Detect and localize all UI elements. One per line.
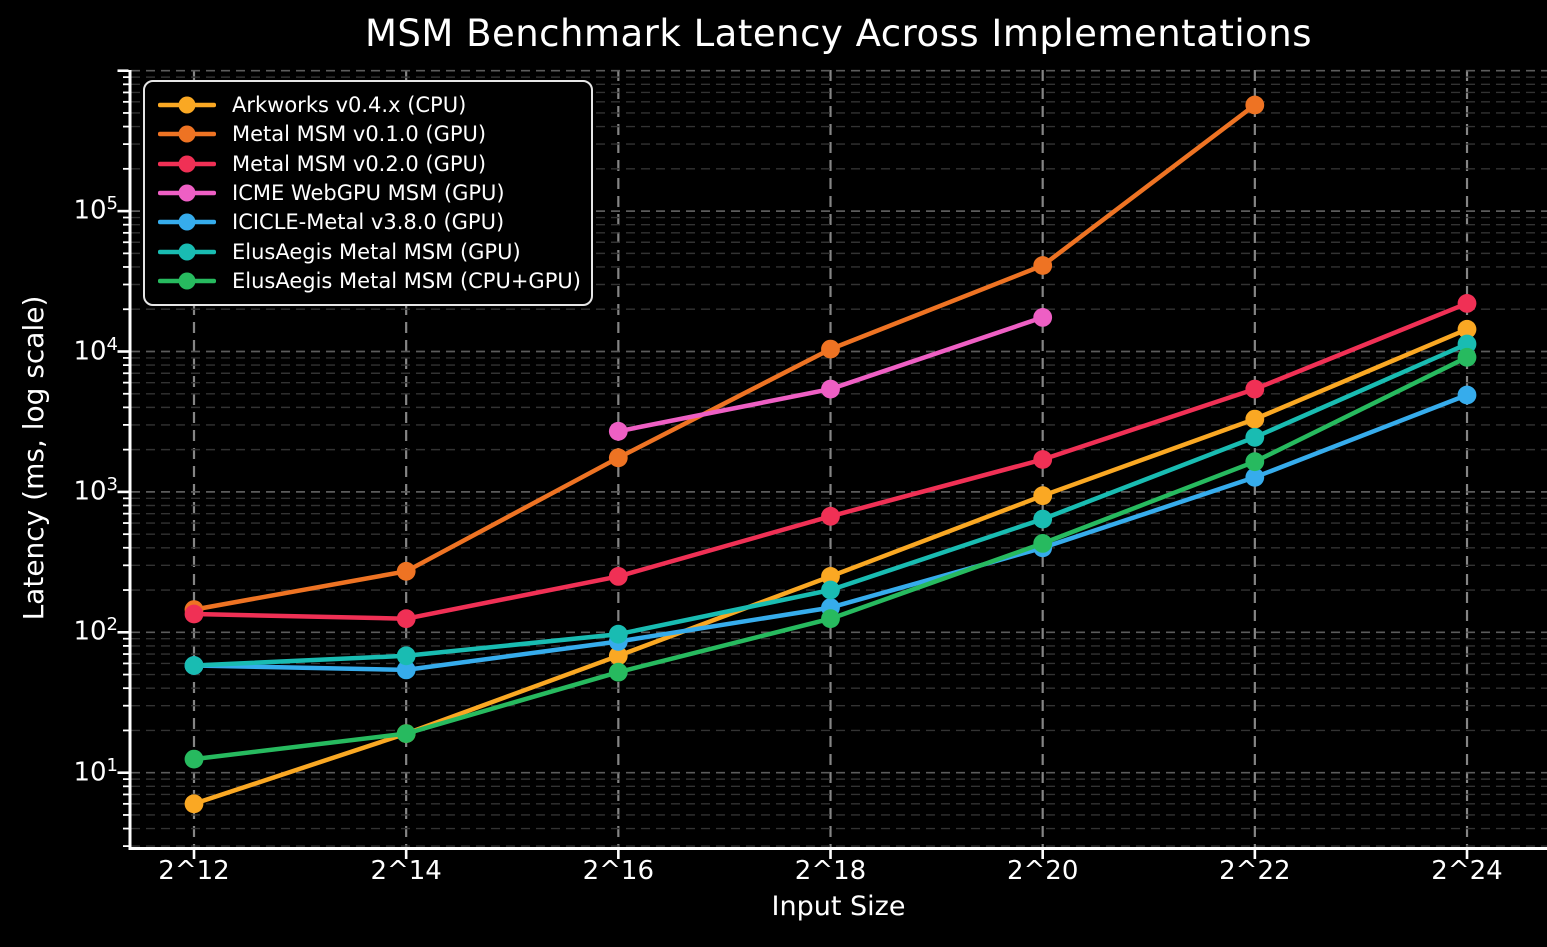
series-line [191,102,1258,612]
data-point [608,662,628,682]
data-point [1457,347,1477,367]
y-axis-label: Latency (ms, log scale) [17,295,50,621]
data-point [608,448,628,468]
data-point [1033,308,1053,327]
legend-label: ElusAegis Metal MSM (CPU+GPU) [232,268,581,293]
data-point [184,749,204,769]
x-tick-label: 2^12 [158,856,230,886]
x-tick-label: 2^16 [582,856,655,886]
data-point [1033,486,1053,506]
data-point [1033,256,1053,275]
y-tick-label: 104 [73,333,118,367]
legend-marker-icon [158,213,216,231]
data-point [608,421,628,441]
data-point [821,379,840,399]
data-point [608,624,628,644]
data-point [1245,409,1265,429]
data-point [184,656,204,675]
data-point [821,580,840,600]
data-point [1457,334,1477,354]
data-point [821,339,840,359]
data-point [1457,385,1477,405]
data-point [184,794,204,814]
legend-label: ICME WebGPU MSM (GPU) [232,180,505,205]
data-point [396,724,416,743]
data-point [1245,467,1265,487]
legend-item: ICME WebGPU MSM (GPU) [158,179,591,207]
legend-marker-icon [158,96,216,114]
data-point [821,567,840,586]
x-tick-label: 2^22 [1219,856,1291,886]
data-point [1033,450,1053,469]
data-point [396,561,416,581]
data-point [1457,319,1477,339]
legend-label: Metal MSM v0.2.0 (GPU) [232,151,487,176]
legend-label: ICICLE-Metal v3.8.0 (GPU) [232,210,505,235]
legend-marker-icon [158,184,216,202]
x-axis-label: Input Size [771,891,906,922]
legend-item: Metal MSM v0.2.0 (GPU) [158,150,591,178]
legend-item: ElusAegis Metal MSM (GPU) [158,238,591,266]
data-point [396,609,416,629]
data-point [1245,379,1265,399]
data-point [396,646,416,666]
legend-item: Arkworks v0.4.x (CPU) [158,91,591,119]
data-point [1245,427,1265,447]
legend-item: ElusAegis Metal MSM (CPU+GPU) [158,267,591,295]
legend-marker-icon [158,125,216,143]
x-tick-label: 2^14 [370,856,442,886]
legend-item: Metal MSM v0.1.0 (GPU) [158,120,591,148]
x-tick-label: 2^24 [1431,856,1503,886]
x-tick-label: 2^20 [1006,856,1079,886]
data-point [1245,95,1265,115]
data-point [821,609,840,629]
data-point [184,604,204,624]
data-point [608,646,628,666]
legend-label: ElusAegis Metal MSM (GPU) [232,239,521,264]
legend-item: ICICLE-Metal v3.8.0 (GPU) [158,208,591,236]
data-point [1245,452,1265,472]
y-tick-label: 105 [73,193,118,226]
data-point [1457,294,1477,313]
data-point [608,567,628,586]
data-point [1033,509,1053,529]
y-tick-label: 103 [73,473,118,507]
x-tick-label: 2^18 [794,856,867,886]
legend-label: Arkworks v0.4.x (CPU) [232,93,467,117]
y-tick-label: 102 [73,614,118,647]
legend: Arkworks v0.4.x (CPU) Metal MSM v0.1.0 (G… [143,80,593,306]
legend-marker-icon [158,243,216,261]
chart-title: MSM Benchmark Latency Across Implementat… [364,12,1313,55]
legend-label: Metal MSM v0.1.0 (GPU) [232,122,487,147]
data-point [396,660,416,680]
y-tick-label: 101 [73,754,118,788]
data-point [821,506,840,526]
legend-marker-icon [158,272,216,290]
legend-marker-icon [158,155,216,173]
data-point [1033,534,1053,553]
